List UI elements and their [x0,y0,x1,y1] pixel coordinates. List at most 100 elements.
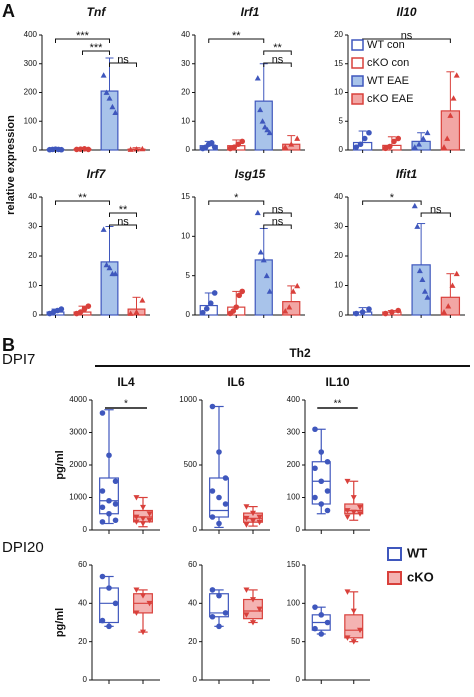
data-point [260,256,267,263]
data-point [140,629,146,636]
y-tick-label: 20 [188,637,197,646]
data-point [222,501,229,507]
data-point [209,514,216,520]
data-point [243,504,250,510]
timepoint-label: DPI20 [2,539,44,556]
data-point [209,613,216,620]
data-point [424,129,431,136]
y-tick-label: 0 [186,310,191,319]
data-point [106,497,112,504]
data-point [318,449,325,455]
data-point [250,510,256,517]
data-point [257,249,264,255]
data-point [140,516,146,522]
y-tick-label: 40 [188,598,197,607]
data-point [312,625,318,632]
data-point [239,288,246,295]
data-point [106,264,113,271]
chart-title: Ifit1 [396,167,418,181]
data-point [146,511,153,517]
significance-label: ** [78,192,87,204]
chart-title: Il10 [396,5,416,19]
data-point [112,270,119,277]
data-point [250,518,256,524]
data-point [449,282,456,288]
data-point [222,475,229,481]
data-point [133,587,140,593]
data-point [216,592,222,599]
data-point [256,606,263,613]
data-point [344,589,351,595]
data-point [133,610,140,616]
data-point [236,292,243,299]
significance-bracket [55,38,110,43]
significance-bracket [109,62,137,67]
y-tick-label: 200 [24,88,38,97]
data-point [243,587,250,593]
data-point [350,639,357,645]
legend-label: WT con [367,39,405,51]
data-point [263,272,270,279]
data-point [216,520,222,527]
data-point [106,95,113,101]
data-point [419,276,426,282]
legend-swatch [351,75,364,87]
data-point [99,504,106,511]
data-point [266,129,273,136]
y-tick-label: 100 [24,116,38,125]
data-point [112,501,119,507]
y-tick-label: 20 [334,30,343,39]
data-point [231,144,238,150]
data-point [350,509,357,516]
data-point [58,146,65,153]
significance-label: * [124,399,128,410]
y-tick-label: 0 [296,675,301,684]
data-point [366,129,372,136]
data-point [294,282,301,289]
data-point [453,270,460,277]
data-point [133,519,140,525]
data-point [209,488,216,494]
legend-swatch [351,57,364,69]
data-point [288,141,295,147]
data-point [140,504,146,511]
data-point [382,145,389,152]
y-tick-label: 20 [181,88,190,97]
data-point [99,519,106,525]
data-point [441,309,448,315]
y-tick-label: 30 [334,222,343,231]
y-tick-label: 2000 [69,460,87,469]
y-tick-label: 0 [339,310,344,319]
significance-bracket [420,212,451,217]
panel-label: B [2,335,15,355]
data-point [318,478,325,485]
data-point [211,290,218,296]
data-point [257,106,264,113]
y-tick-label: 60 [78,560,87,569]
legend-label: cKO con [367,57,409,69]
y-tick-label: 100 [287,598,301,607]
data-point [312,604,318,610]
data-point [233,304,240,310]
y-tick-label: 100 [287,493,301,502]
data-point [207,300,214,307]
y-tick-label: 5 [339,116,344,125]
data-point [100,72,107,78]
y-tick-label: 1000 [179,395,197,404]
data-point [85,146,92,153]
data-point [416,141,423,147]
y-tick-label: 3000 [69,428,87,437]
legend-label: WT EAE [367,75,409,87]
y-tick-label: 0 [296,525,301,534]
data-point [344,508,351,514]
data-point [133,309,140,315]
data-point [99,573,106,580]
significance-label: *** [76,30,90,42]
data-point [58,306,65,312]
data-point [357,627,364,634]
data-point [139,297,146,303]
data-point [350,495,357,501]
data-point [250,597,256,603]
data-point [81,306,88,312]
